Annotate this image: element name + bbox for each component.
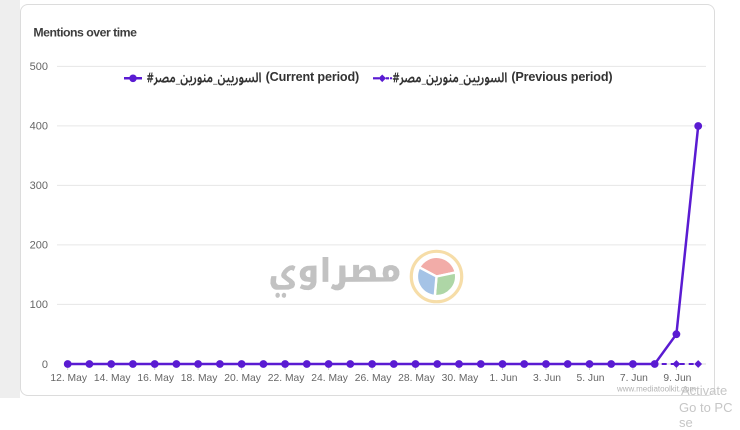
- svg-text:5. Jun: 5. Jun: [576, 373, 604, 384]
- svg-text:20. May: 20. May: [224, 373, 261, 384]
- svg-text:500: 500: [30, 61, 48, 73]
- svg-text:(Previous period): (Previous period): [511, 70, 612, 84]
- svg-text:24. May: 24. May: [311, 373, 348, 384]
- svg-text:1. Jun: 1. Jun: [489, 373, 517, 384]
- svg-text:30. May: 30. May: [442, 373, 479, 384]
- svg-text:400: 400: [30, 121, 48, 133]
- svg-text:7. Jun: 7. Jun: [620, 373, 648, 384]
- svg-text:300: 300: [30, 180, 48, 192]
- svg-text:0: 0: [42, 359, 48, 371]
- svg-text:26. May: 26. May: [355, 373, 392, 384]
- svg-text:3. Jun: 3. Jun: [533, 373, 561, 384]
- svg-text:(Current period): (Current period): [266, 70, 359, 84]
- svg-text:22. May: 22. May: [268, 373, 305, 384]
- svg-text:16. May: 16. May: [137, 373, 174, 384]
- svg-text:28. May: 28. May: [398, 373, 435, 384]
- svg-text:200: 200: [30, 240, 48, 252]
- svg-text:9. Jun: 9. Jun: [663, 373, 691, 384]
- svg-text:www.mediatoolkit.com: www.mediatoolkit.com: [616, 384, 696, 393]
- svg-text:12. May: 12. May: [50, 373, 87, 384]
- svg-text:18. May: 18. May: [181, 373, 218, 384]
- svg-text:Mentions over time: Mentions over time: [33, 26, 137, 40]
- svg-text:14. May: 14. May: [94, 373, 131, 384]
- svg-text:100: 100: [30, 299, 48, 311]
